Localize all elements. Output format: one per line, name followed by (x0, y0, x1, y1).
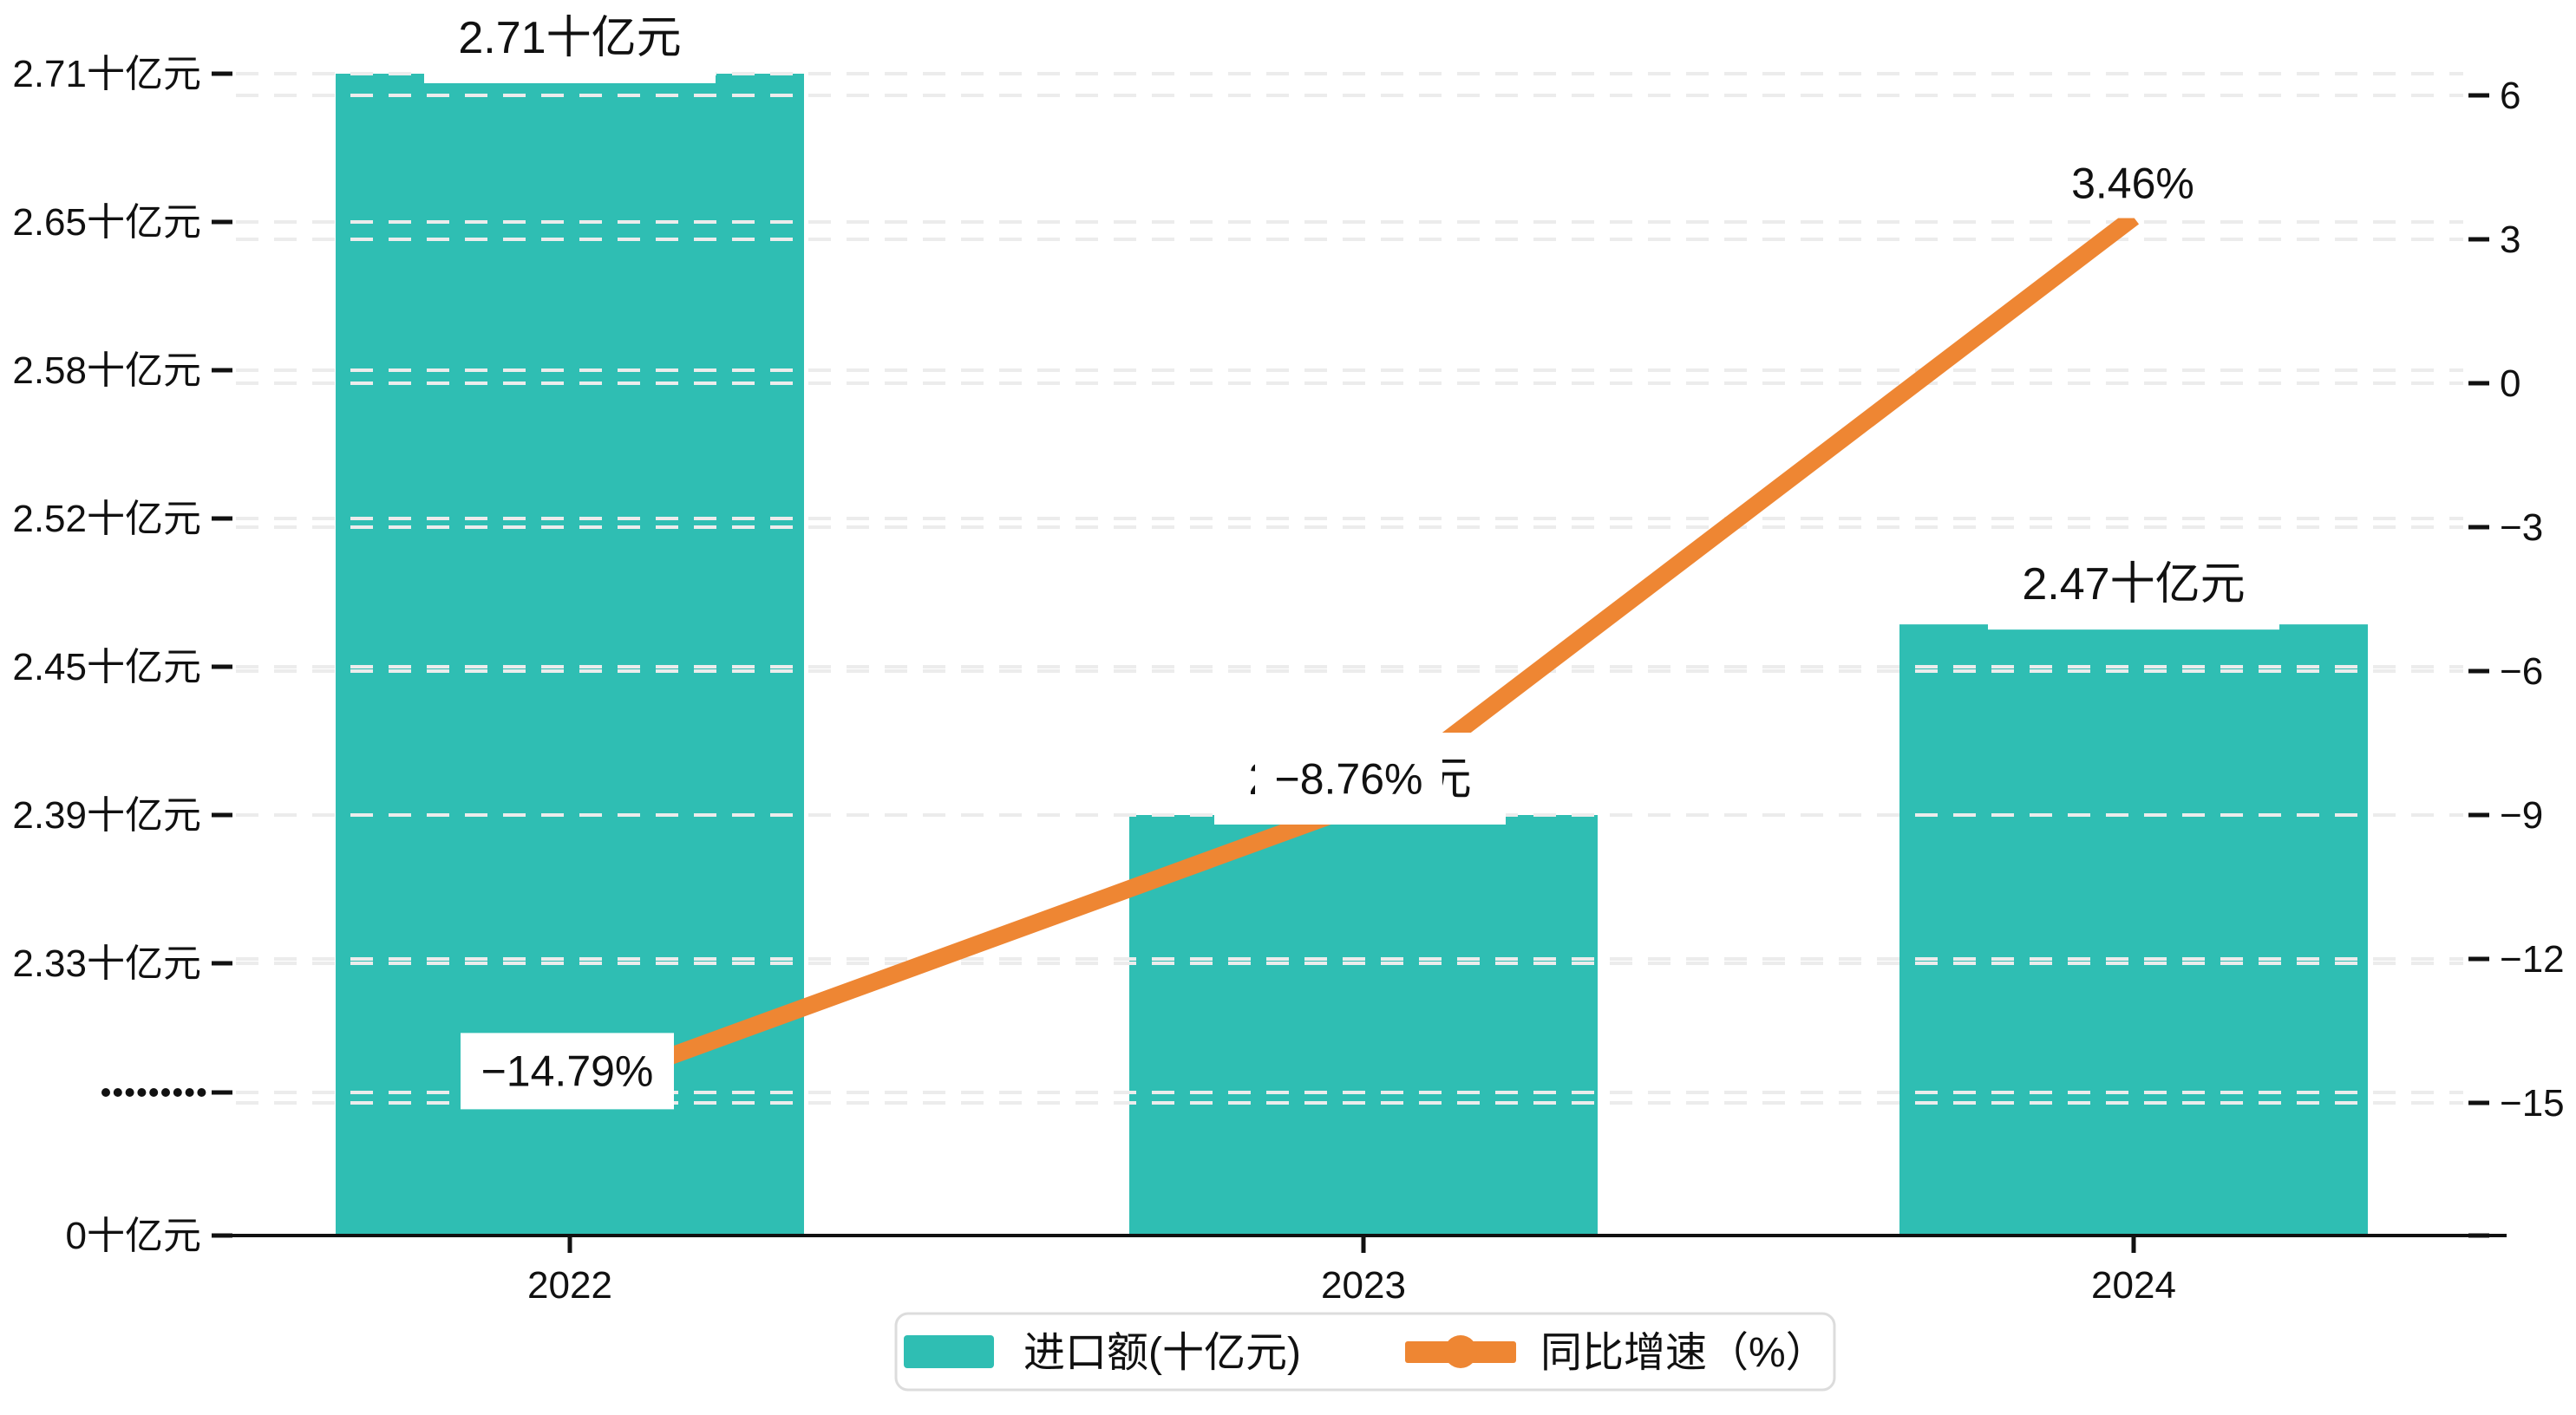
left-axis-tick-label: 0十亿元 (66, 1215, 201, 1257)
axis-break-dot (101, 1088, 110, 1097)
bar-2024[interactable] (1899, 624, 2368, 1236)
x-axis-category-label: 2022 (527, 1264, 612, 1307)
line-label-box (2048, 148, 2218, 218)
right-axis-tick-label: −6 (2500, 650, 2543, 693)
line-data-label: 3.46% (2071, 160, 2194, 208)
bar-label-box (424, 0, 716, 83)
right-axis-tick-label: 3 (2500, 218, 2520, 261)
legend: 进口额(十亿元) 同比增速（%） (894, 1312, 1836, 1392)
right-axis-tick-label: −15 (2500, 1082, 2565, 1125)
axis-break-dot (197, 1088, 206, 1097)
left-axis-tick-label: 2.71十亿元 (12, 53, 201, 95)
bar-data-label: 2.71十亿元 (458, 13, 681, 63)
right-axis-tick-label: 6 (2500, 75, 2520, 117)
bar-2023[interactable] (1129, 815, 1598, 1236)
axis-break-dot (161, 1088, 170, 1097)
legend-label: 进口额(十亿元) (1023, 1330, 1301, 1376)
left-axis-tick-label: 2.58十亿元 (12, 349, 201, 392)
line-data-label: −14.79% (481, 1047, 654, 1095)
left-axis-tick-label: 2.45十亿元 (12, 646, 201, 688)
bar-label-box (1988, 538, 2279, 630)
left-axis-tick-label: 2.52十亿元 (12, 498, 201, 540)
left-axis-tick-label: 2.65十亿元 (12, 201, 201, 244)
left-axis-tick-label: 2.39十亿元 (12, 794, 201, 837)
right-axis-tick-label: 0 (2500, 362, 2520, 405)
legend-item-import-value[interactable]: 进口额(十亿元) (904, 1330, 1301, 1376)
axis-break-dot (173, 1088, 182, 1097)
right-axis-tick-label: −3 (2500, 506, 2543, 549)
axis-break-dot (125, 1088, 134, 1097)
legend-item-yoy-growth[interactable]: 同比增速（%） (1405, 1330, 1827, 1376)
line-label-box (1255, 742, 1442, 816)
axis-break-dot (137, 1088, 147, 1097)
right-axis-tick-label: −9 (2500, 794, 2543, 837)
x-axis-category-label: 2024 (2091, 1264, 2176, 1307)
legend-label: 同比增速（%） (1540, 1330, 1827, 1376)
axis-break-dot (149, 1088, 159, 1097)
legend-line-dot-icon (1444, 1335, 1477, 1368)
legend-bar-swatch (904, 1335, 994, 1368)
legend-box (894, 1312, 1836, 1392)
axes-layer: 2.71十亿元 2.65十亿元 2.58十亿元 2.52十亿元 2.45十亿元 2.39十… (12, 53, 2564, 1307)
axis-break-dot (185, 1088, 194, 1097)
bars-layer (336, 74, 2368, 1236)
x-axis-category-label: 2023 (1321, 1264, 1406, 1307)
right-axis-tick-label: −12 (2500, 938, 2565, 981)
left-axis-tick-label: 2.33十亿元 (12, 942, 201, 985)
axis-break-dot (113, 1088, 122, 1097)
line-data-label: −8.76% (1275, 755, 1423, 804)
line-label-box (461, 1033, 674, 1110)
bar-data-label: 2.47十亿元 (2022, 559, 2245, 610)
